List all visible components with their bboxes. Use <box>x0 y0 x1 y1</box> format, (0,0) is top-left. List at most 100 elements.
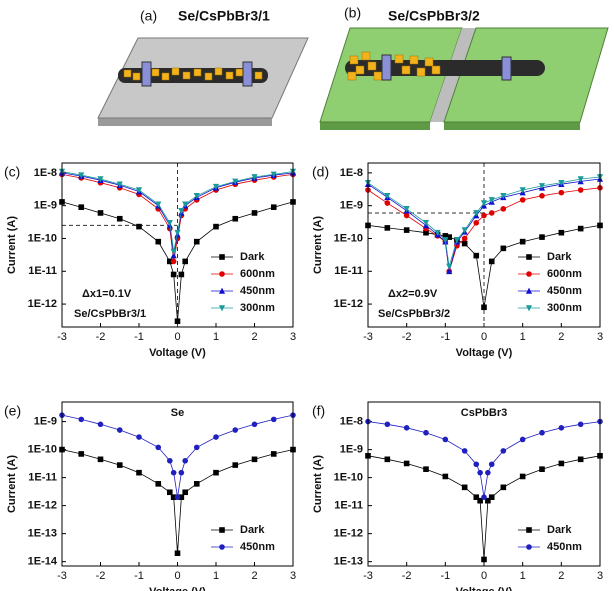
y-tick-label: 1E-8 <box>34 167 57 179</box>
x-tick-label: -3 <box>363 331 373 343</box>
marker <box>78 172 85 179</box>
marker <box>577 176 584 183</box>
marker <box>539 234 545 240</box>
diagram-title: Se/CsPbBr3/2 <box>388 8 480 24</box>
marker <box>461 235 468 242</box>
se-rod <box>345 60 545 76</box>
legend-label: 600nm <box>240 268 275 280</box>
x-tick-label: 1 <box>520 331 526 343</box>
y-axis-label: Current (A) <box>6 455 18 513</box>
marker <box>539 193 545 199</box>
x-tick-label: -1 <box>440 570 450 582</box>
marker <box>213 434 219 440</box>
legend-marker <box>526 544 532 550</box>
marker <box>166 220 173 227</box>
marker <box>155 238 162 245</box>
plot-frame <box>61 401 294 567</box>
y-tick-label: 1E-12 <box>334 298 363 310</box>
marker <box>193 444 200 451</box>
marker <box>481 494 487 500</box>
marker <box>519 436 526 443</box>
marker <box>270 171 277 178</box>
legend-marker <box>525 287 533 294</box>
marker <box>213 469 219 476</box>
marker <box>481 212 487 219</box>
marker <box>170 271 177 278</box>
marker <box>170 258 177 265</box>
legend-label: Dark <box>240 251 265 263</box>
x-tick-label: -1 <box>440 331 450 343</box>
marker <box>539 429 545 436</box>
x-tick-label: -1 <box>134 331 144 343</box>
plot-frame <box>367 401 601 567</box>
legend-label: 450nm <box>547 541 582 553</box>
marker <box>519 197 526 203</box>
marker <box>178 207 185 215</box>
marker <box>446 267 453 275</box>
marker <box>442 436 449 443</box>
marker <box>403 206 410 213</box>
y-tick-label: 1E-9 <box>340 200 363 212</box>
marker <box>403 227 410 233</box>
x-tick-label: -3 <box>363 570 373 582</box>
panel-label: (a) <box>140 8 157 24</box>
crystals <box>347 51 441 81</box>
marker <box>136 469 142 476</box>
electrode <box>381 54 392 81</box>
marker <box>116 427 123 433</box>
x-tick-label: -2 <box>96 570 106 582</box>
marker <box>577 225 584 232</box>
marker <box>500 193 507 200</box>
marker <box>488 258 495 265</box>
series-line <box>367 421 601 498</box>
series-line <box>367 178 601 272</box>
y-tick-label: 1E-12 <box>334 528 363 540</box>
marker <box>384 200 391 206</box>
marker <box>170 252 177 259</box>
x-tick-label: -1 <box>134 570 144 582</box>
legend-marker <box>219 271 225 277</box>
marker <box>136 434 142 440</box>
legend-marker <box>526 527 532 533</box>
x-axis-label: Voltage (V) <box>149 586 206 591</box>
x-tick-label: 1 <box>213 331 219 343</box>
marker <box>434 229 441 237</box>
marker <box>182 258 188 265</box>
marker <box>485 497 491 504</box>
marker <box>558 424 565 431</box>
marker <box>423 466 429 472</box>
y-tick-label: 1E-8 <box>340 415 363 427</box>
y-tick-label: 1E-12 <box>28 500 57 512</box>
marker <box>232 462 239 468</box>
y-tick-label: 1E-9 <box>34 200 57 212</box>
marker <box>167 258 173 265</box>
marker <box>193 481 200 487</box>
legend-marker <box>525 305 533 312</box>
marker <box>403 460 410 467</box>
marker <box>558 229 565 236</box>
marker <box>213 223 219 230</box>
marker <box>193 238 200 245</box>
marker <box>135 187 143 194</box>
marker <box>461 448 468 454</box>
plot-frame <box>367 162 601 328</box>
y-axis-label: Current (A) <box>6 216 18 274</box>
marker <box>116 462 123 468</box>
marker <box>97 210 104 216</box>
y-tick-label: 1E-9 <box>34 415 57 427</box>
marker <box>384 421 391 428</box>
x-tick-label: -2 <box>402 570 412 582</box>
y-tick-label: 1E-12 <box>28 298 57 310</box>
marker <box>485 469 491 476</box>
marker <box>232 427 239 433</box>
marker <box>461 484 468 491</box>
plot-frame <box>61 162 294 328</box>
marker <box>251 456 258 463</box>
marker <box>519 238 526 245</box>
legend-label: Dark <box>547 524 572 536</box>
diagram-title: Se/CsPbBr3/1 <box>178 8 270 24</box>
x-tick-label: 1 <box>520 570 526 582</box>
marker <box>519 187 526 194</box>
